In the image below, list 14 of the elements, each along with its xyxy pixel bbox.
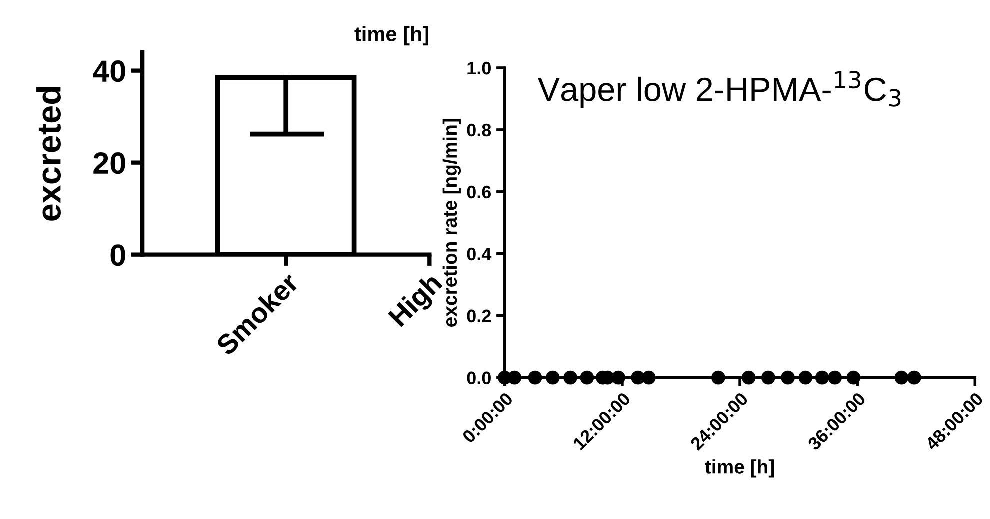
y-tick-label: 0.4	[467, 248, 492, 261]
y-tick-label: 0.8	[467, 124, 492, 137]
y-tick-label: 40	[93, 60, 126, 82]
chart-title: Vaper low 2-HPMA-$^{13}$C$_{3}$	[538, 71, 901, 108]
y-axis-title: excreted	[36, 87, 62, 221]
y-tick-label: 1.0	[468, 62, 491, 75]
y-tick-label: 0.0	[467, 372, 491, 385]
x-axis-title: time [h]	[705, 460, 774, 478]
chart-title: time [h]	[354, 26, 428, 46]
y-tick-label: 0	[110, 244, 126, 266]
y-tick-label: 0.6	[467, 186, 492, 199]
y-axis-title: excretion rate [ng/min]	[442, 119, 462, 327]
y-tick-label: 20	[94, 152, 126, 174]
y-tick-label: 0.2	[467, 310, 491, 323]
